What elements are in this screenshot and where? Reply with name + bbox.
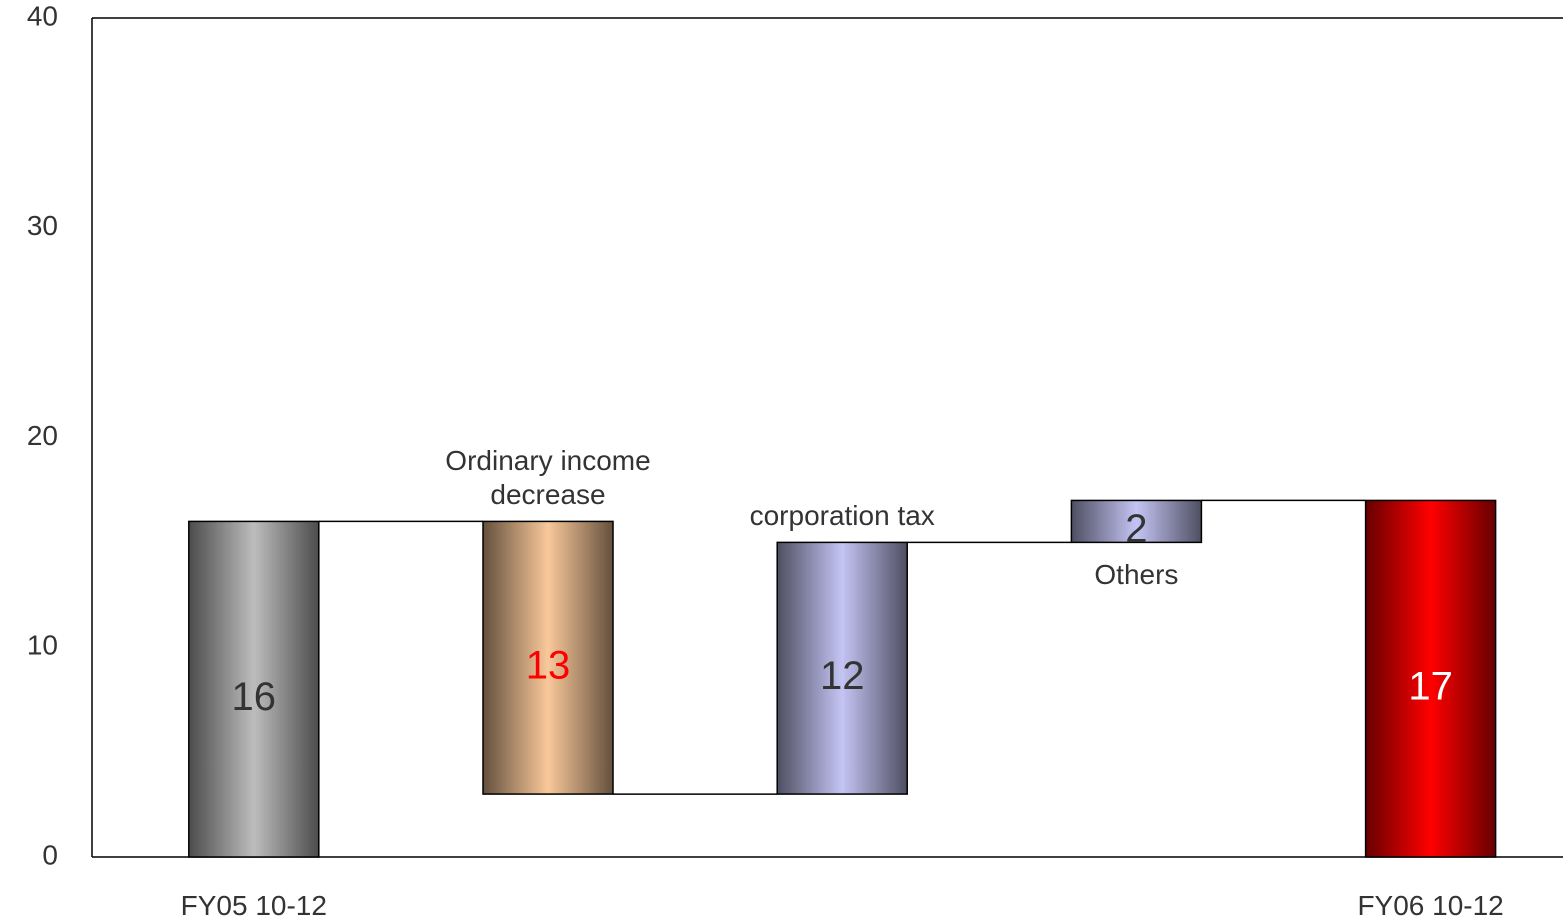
y-tick-label: 40: [27, 0, 58, 31]
bar-shade: [482, 520, 614, 795]
category-label: FY06 10-12: [1357, 890, 1504, 920]
bar-shade: [776, 541, 908, 795]
category-label: corporation tax: [749, 499, 935, 531]
value-label: 16: [232, 675, 277, 719]
category-label: Others: [1094, 559, 1179, 591]
value-label: 17: [1408, 664, 1453, 708]
y-tick-label: 0: [42, 839, 58, 870]
value-label: 2: [1125, 507, 1147, 551]
category-label: Ordinary income decrease: [445, 445, 651, 510]
y-tick-label: 10: [27, 630, 58, 661]
bar-shade: [1364, 499, 1497, 858]
bar-shade: [1070, 499, 1203, 544]
y-tick-label: 20: [27, 420, 58, 451]
category-label: FY05 10-12: [180, 890, 327, 920]
bar-shade: [188, 520, 320, 858]
y-tick-label: 30: [27, 210, 58, 241]
value-label: 12: [820, 654, 865, 698]
value-label: 13: [526, 643, 571, 687]
